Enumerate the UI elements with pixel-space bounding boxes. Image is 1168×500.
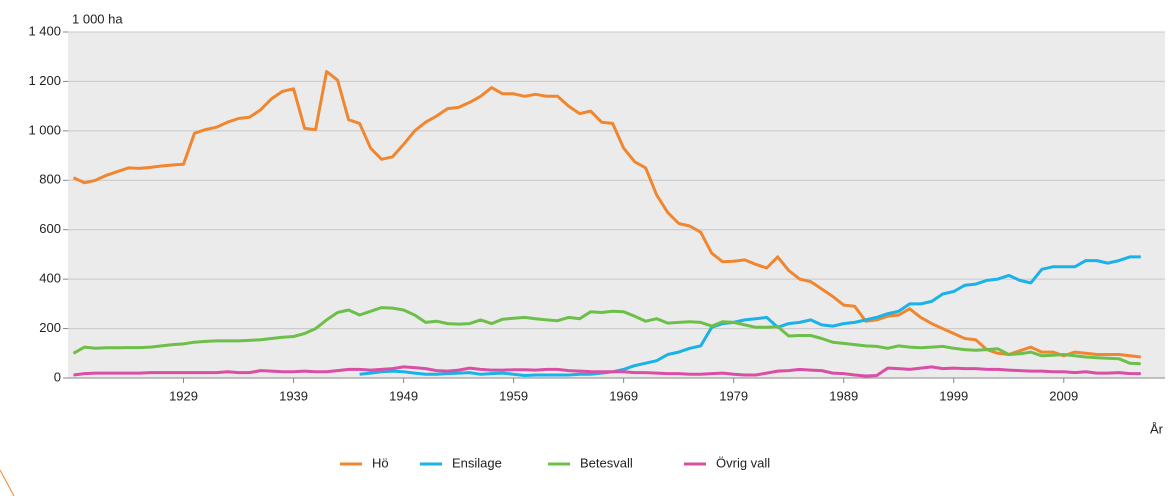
x-tick-label: 1979 — [719, 388, 748, 403]
plot-background — [68, 32, 1165, 378]
x-tick-label: 1969 — [609, 388, 638, 403]
y-tick-label: 1 400 — [28, 23, 61, 38]
x-tick-label: 1949 — [389, 388, 418, 403]
x-tick-label: 1959 — [499, 388, 528, 403]
x-tick-label: 1989 — [829, 388, 858, 403]
legend-label: Ensilage — [452, 455, 502, 470]
series-line — [359, 255, 1141, 377]
y-tick-label: 400 — [39, 271, 61, 286]
x-tick-label: 1929 — [169, 388, 198, 403]
series-line — [72, 306, 1141, 366]
y-tick-label: 1 000 — [28, 122, 61, 137]
legend-label: Övrig vall — [716, 455, 770, 470]
x-tick-label: 1939 — [279, 388, 308, 403]
x-tick-label: 1999 — [939, 388, 968, 403]
decoration — [0, 469, 15, 497]
legend-label: Betesvall — [580, 455, 633, 470]
y-tick-label: 0 — [54, 369, 61, 384]
y-tick-label: 800 — [39, 172, 61, 187]
y-axis-label: 1 000 ha — [72, 11, 123, 26]
y-tick-label: 600 — [39, 221, 61, 236]
x-axis-label: År — [1150, 421, 1164, 436]
series-line — [72, 70, 1141, 359]
y-tick-label: 200 — [39, 320, 61, 335]
series-line — [73, 365, 1141, 378]
y-tick-label: 1 200 — [28, 73, 61, 88]
legend-label: Hö — [372, 455, 389, 470]
x-tick-label: 2009 — [1049, 388, 1078, 403]
